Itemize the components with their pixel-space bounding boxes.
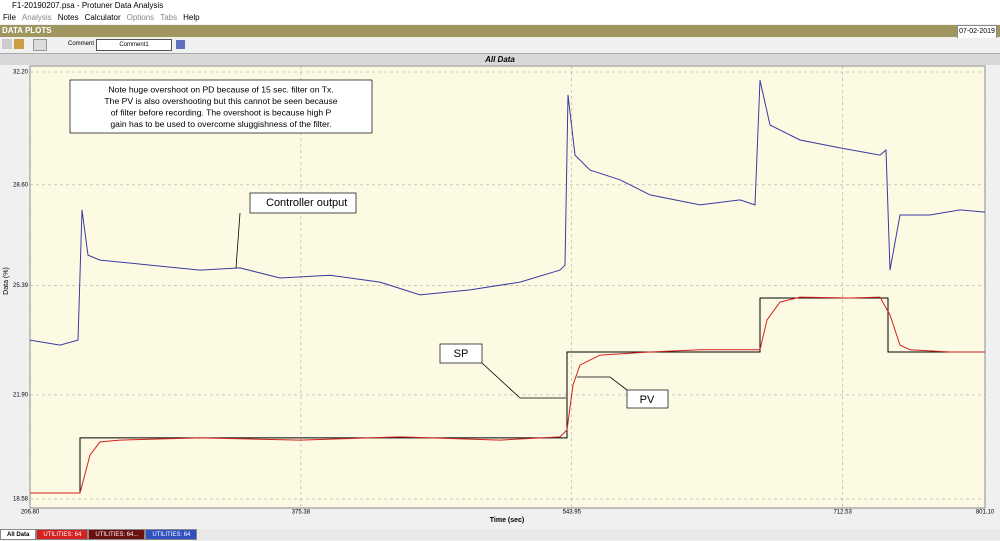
menu-item[interactable]: Analysis — [21, 13, 52, 22]
panel-header: DATA PLOTS — [0, 25, 1000, 37]
note-text: Note huge overshoot on PD because of 15 … — [108, 84, 333, 94]
delete-button[interactable] — [33, 39, 47, 51]
menu-item[interactable]: Help — [183, 13, 200, 22]
y-axis-label: Data (%) — [3, 267, 10, 295]
note-box — [69, 79, 373, 134]
note-text: of filter before recording. The overshoo… — [111, 107, 332, 117]
menu-bar: File Analysis Notes Calculator Options Tabs He… — [0, 11, 1000, 24]
tab[interactable]: UTILITIES: 64 — [145, 529, 198, 540]
comment-label: Comment — [68, 41, 95, 47]
tab-bar: All Data UTILITIES: 64 UTILITIES: 64... UTI… — [0, 529, 1000, 540]
menu-item[interactable]: Notes — [57, 13, 79, 22]
data-line — [30, 296, 985, 494]
data-line — [30, 297, 985, 494]
menu-item[interactable]: Options — [126, 13, 155, 22]
tab[interactable]: UTILITIES: 64... — [88, 529, 146, 540]
x-tick-label: 801.10 — [976, 510, 995, 516]
note-text: gain has to be used to overcome sluggish… — [110, 119, 331, 129]
arrow — [481, 362, 566, 399]
plot-area — [29, 65, 986, 509]
date: 07-02-2019 — [959, 28, 995, 35]
x-tick-label: 712.53 — [833, 510, 852, 516]
menu-item[interactable]: Calculator — [84, 13, 121, 22]
toolbar: Comment Comment1 — [0, 38, 1000, 51]
annotation-label: SP — [454, 348, 469, 360]
window-title: F1-20190207.psa - Protuner Data Analysis — [12, 1, 164, 10]
annotation-box — [249, 192, 357, 214]
x-tick-label: 375.38 — [292, 510, 311, 516]
annotation-label: Controller output — [266, 197, 347, 209]
arrow — [235, 212, 241, 269]
undo-button[interactable] — [2, 39, 12, 49]
x-tick-label: 543.95 — [563, 510, 582, 516]
y-tick-label: 18.58 — [13, 497, 29, 503]
tab[interactable]: UTILITIES: 64 — [36, 529, 89, 540]
annotation-box — [626, 389, 669, 409]
arrow — [577, 376, 628, 391]
comment-input[interactable]: Comment1 — [96, 39, 172, 51]
annotation-box — [439, 343, 483, 364]
y-tick-label: 28.60 — [13, 182, 29, 188]
data-line — [29, 80, 986, 346]
panel-title: DATA PLOTS — [2, 26, 52, 35]
y-tick-label: 25.39 — [13, 283, 29, 289]
title-bar: F1-20190207.psa - Protuner Data Analysis — [0, 0, 1000, 11]
x-axis-label: Time (sec) — [490, 517, 525, 524]
open-button[interactable] — [14, 39, 24, 49]
tab[interactable]: All Data — [0, 529, 37, 540]
y-tick-label: 32.20 — [13, 70, 29, 76]
x-tick-label: 206.80 — [21, 510, 40, 516]
chart: 18.58 21.90 25.39 28.60 32.20 206.80 375.38 543… — [3, 65, 995, 524]
plot-header: All Data — [0, 53, 1000, 65]
annotation-label: PV — [640, 394, 655, 406]
y-tick-label: 21.90 — [13, 392, 29, 398]
comment-button[interactable] — [176, 40, 185, 49]
note-text: The PV is also overshooting but this can… — [104, 96, 337, 106]
chart-title: All Data — [485, 55, 515, 64]
menu-item[interactable]: Tabs — [160, 13, 178, 22]
menu-item[interactable]: File — [3, 13, 16, 22]
